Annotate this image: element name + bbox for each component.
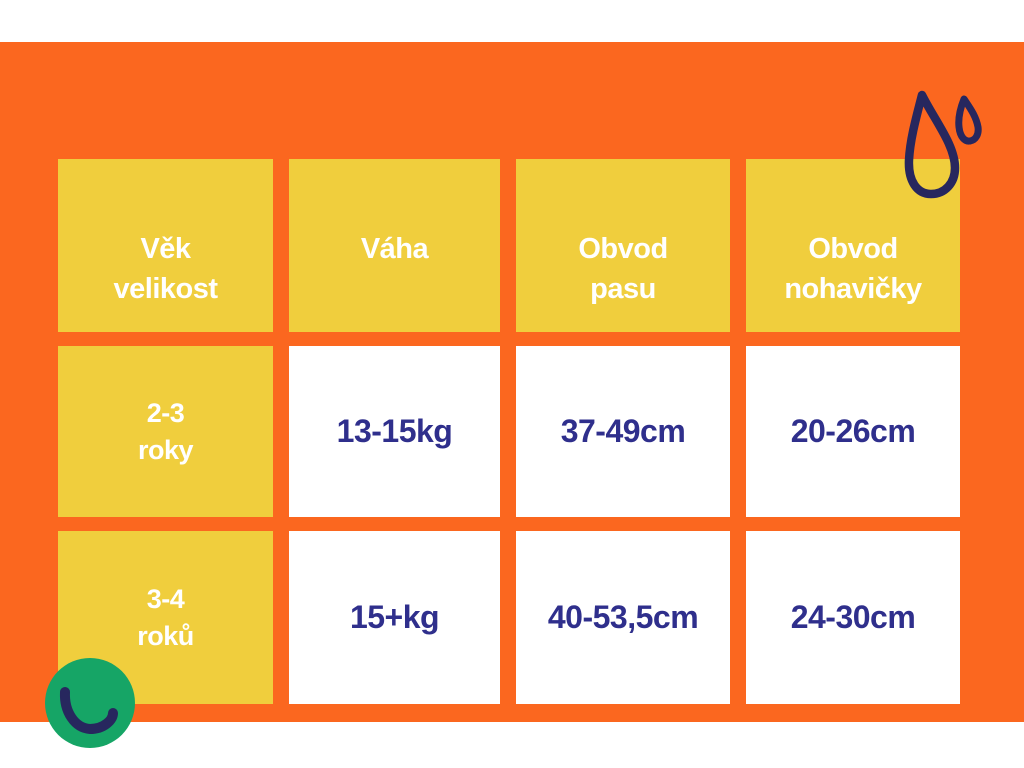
small-drop-outline [955, 95, 982, 145]
smile-mouth-icon [59, 687, 118, 735]
size-table: Věk velikost Váha Obvod pasu Obvod nohav… [58, 159, 960, 704]
header-cell-age-size: Věk velikost [58, 159, 273, 332]
smiley-circle-icon [45, 658, 135, 748]
big-drop-outline [904, 90, 960, 199]
header-cell-leg-opening: Obvod nohavičky [746, 159, 960, 332]
orange-background-panel: Věk velikost Váha Obvod pasu Obvod nohav… [0, 42, 1024, 748]
header-cell-weight: Váha [289, 159, 500, 332]
value-cell-leg-opening: 24-30cm [746, 531, 960, 704]
value-cell-waist: 40-53,5cm [516, 531, 730, 704]
header-cell-waist: Obvod pasu [516, 159, 730, 332]
row-label-cell: 2-3 roky [58, 346, 273, 517]
value-cell-waist: 37-49cm [516, 346, 730, 517]
value-cell-leg-opening: 20-26cm [746, 346, 960, 517]
value-cell-weight: 15+kg [289, 531, 500, 704]
value-cell-weight: 13-15kg [289, 346, 500, 517]
water-drops-icon [904, 90, 982, 199]
